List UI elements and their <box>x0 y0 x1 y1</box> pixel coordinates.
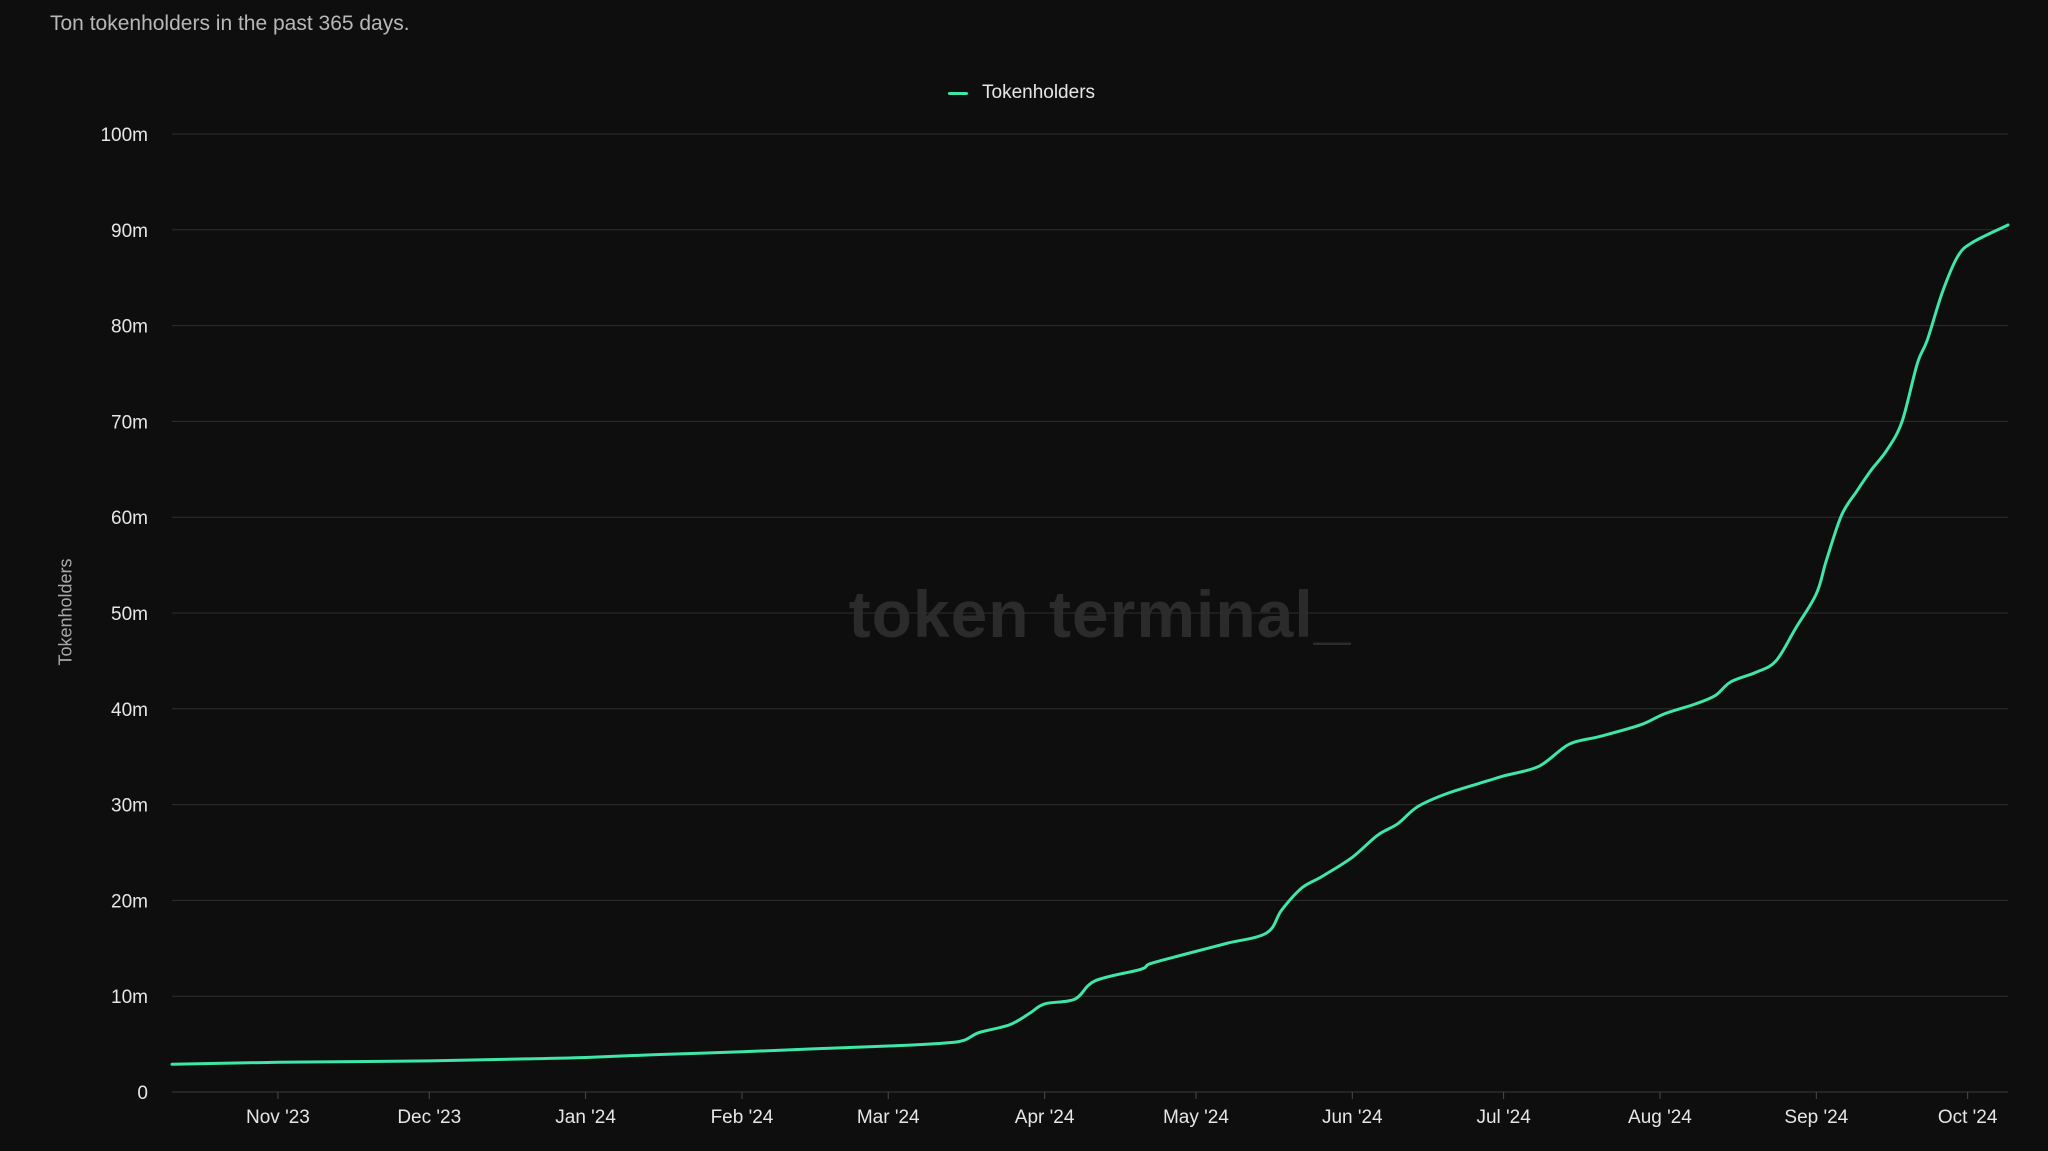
x-tick-label: Apr '24 <box>1015 1107 1075 1128</box>
y-tick-label: 30m <box>111 796 148 817</box>
y-tick-label: 0 <box>137 1083 148 1104</box>
y-tick-label: 90m <box>111 221 148 242</box>
y-tick-label: 20m <box>111 891 148 912</box>
x-tick-label: Dec '23 <box>397 1107 461 1128</box>
x-tick-label: Sep '24 <box>1784 1107 1848 1128</box>
chart-legend[interactable]: Tokenholders <box>948 82 1095 104</box>
x-tick-label: Oct '24 <box>1938 1107 1998 1128</box>
x-tick-label: Jan '24 <box>555 1107 616 1128</box>
x-tick-label: Mar '24 <box>857 1107 920 1128</box>
x-tick-label: Nov '23 <box>246 1107 310 1128</box>
x-tick-label: Aug '24 <box>1628 1107 1692 1128</box>
series-line-tokenholders <box>170 223 2010 1066</box>
chart-subtitle: Ton tokenholders in the past 365 days. <box>50 12 410 35</box>
legend-swatch <box>948 91 968 95</box>
y-tick-label: 80m <box>111 317 148 338</box>
y-tick-label: 60m <box>111 508 148 529</box>
y-tick-label: 100m <box>100 125 148 146</box>
x-tick-label: May '24 <box>1163 1107 1229 1128</box>
y-tick-label: 40m <box>111 700 148 721</box>
y-tick-label: 70m <box>111 412 148 433</box>
watermark-logo: token terminal_ <box>848 577 1352 651</box>
x-tick-label: Jul '24 <box>1476 1107 1531 1128</box>
y-tick-label: 50m <box>111 604 148 625</box>
y-tick-label: 10m <box>111 987 148 1008</box>
legend-label-tokenholders: Tokenholders <box>982 82 1096 103</box>
x-tick-label: Feb '24 <box>711 1107 774 1128</box>
x-tick-label: Jun '24 <box>1322 1107 1383 1128</box>
